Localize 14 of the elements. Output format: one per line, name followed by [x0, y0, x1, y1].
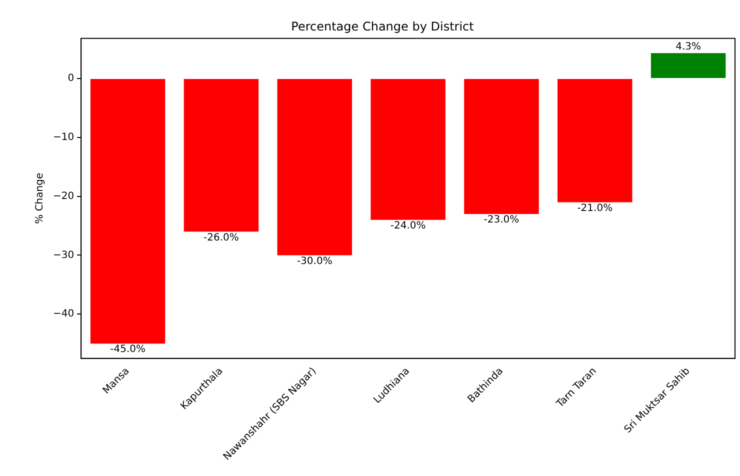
y-tick-label: −10 [52, 132, 74, 143]
data-label: 4.3% [676, 42, 701, 53]
data-label: -26.0% [204, 232, 239, 244]
chart-title: Percentage Change by District [291, 19, 474, 34]
data-label: -23.0% [484, 214, 520, 226]
y-tick-label: −40 [52, 308, 74, 320]
y-axis-title: % Change [34, 172, 46, 224]
data-label: -21.0% [577, 202, 613, 214]
data-label: -45.0% [110, 344, 146, 356]
data-label: -30.0% [296, 256, 332, 267]
y-tick-label: −20 [52, 190, 74, 202]
y-tick-label: 0 [68, 73, 74, 84]
y-tick-label: −30 [52, 250, 74, 261]
data-label: -24.0% [390, 220, 426, 232]
